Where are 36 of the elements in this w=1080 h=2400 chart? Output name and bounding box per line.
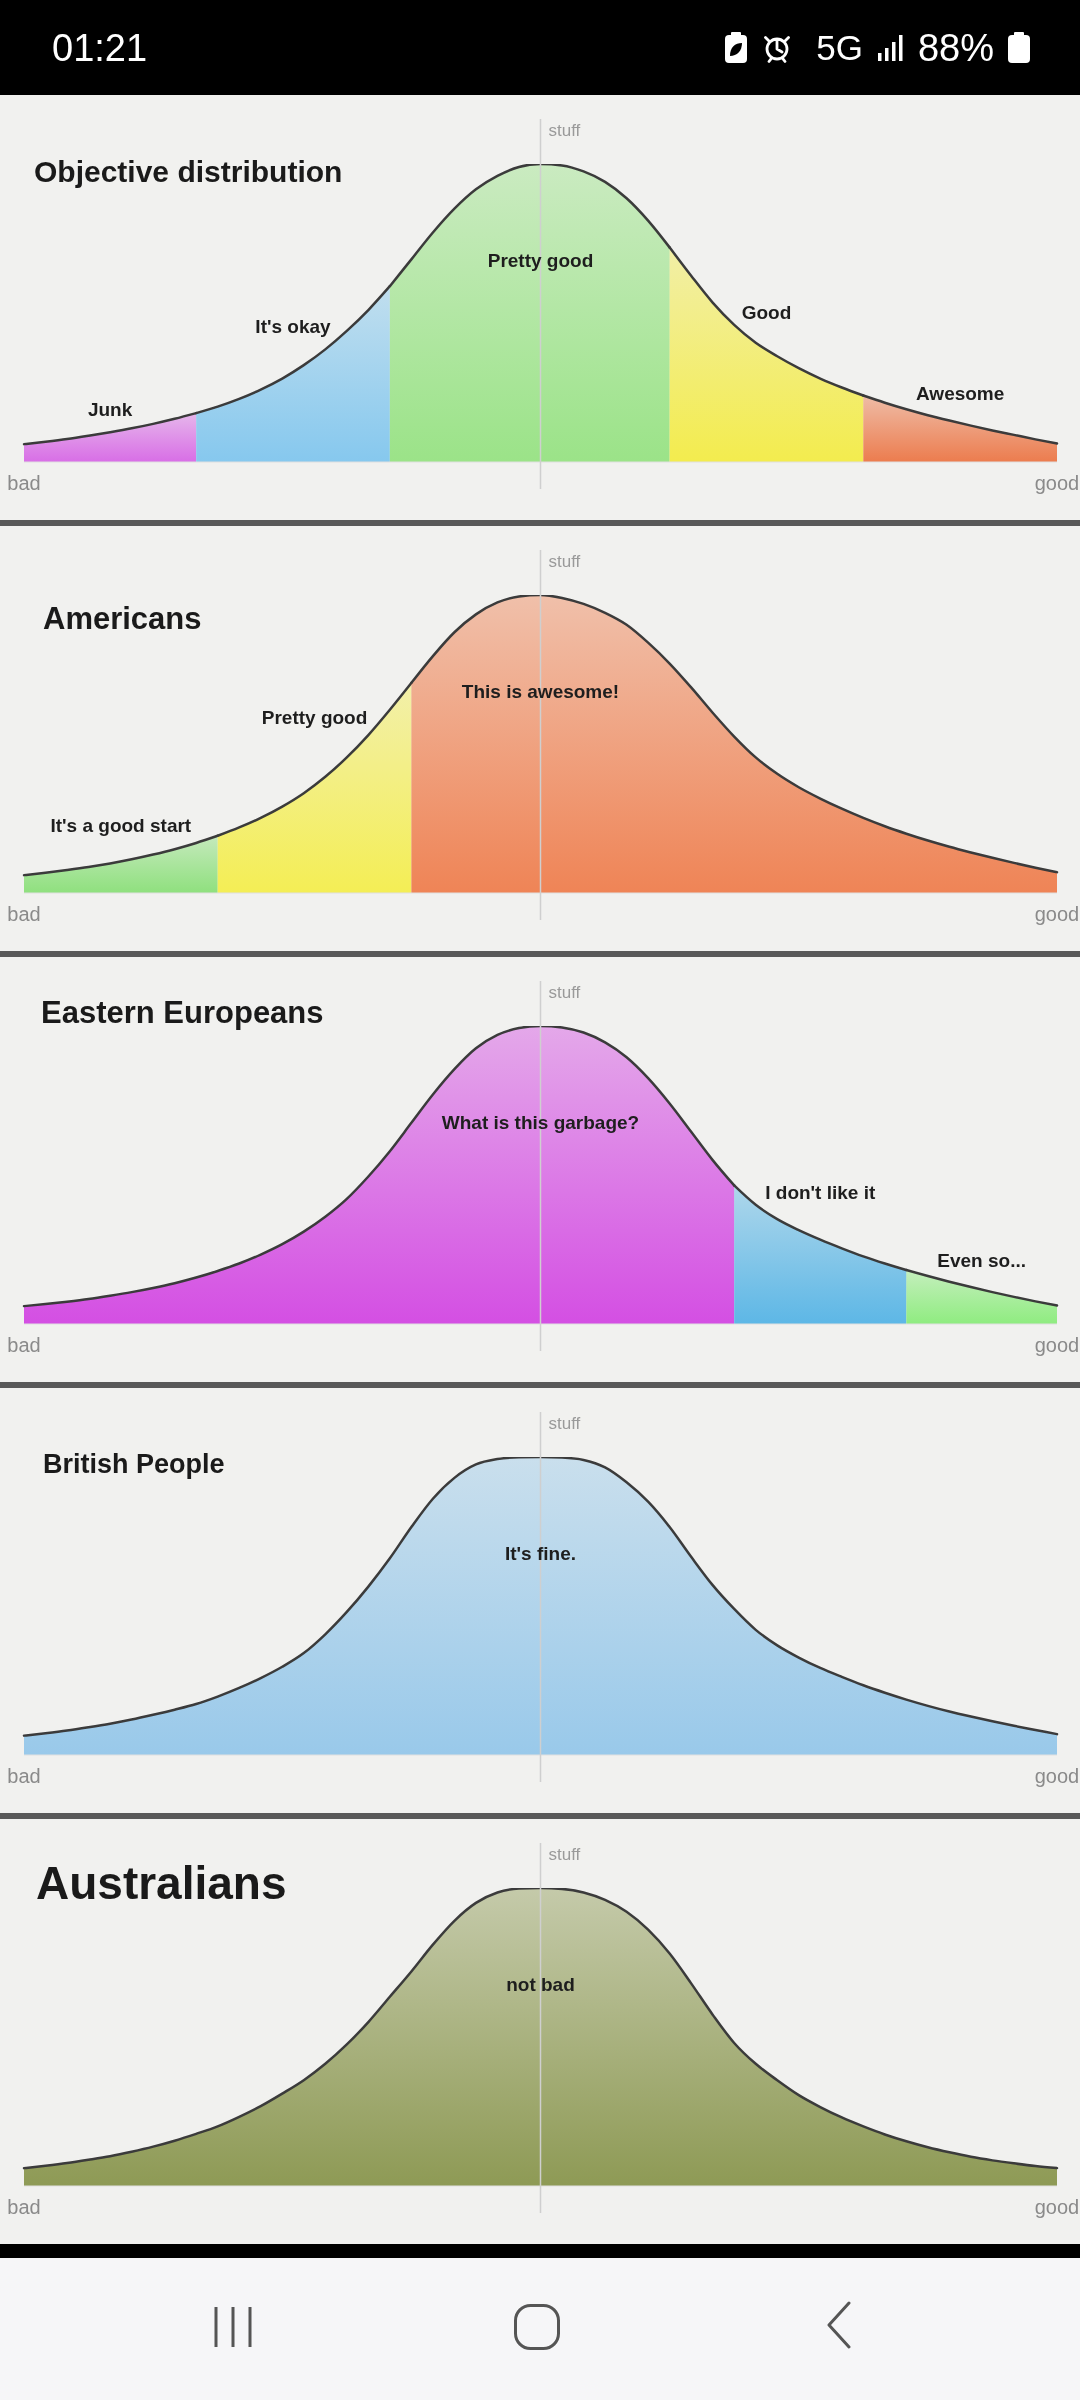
- series-label: It's a good start: [50, 815, 192, 837]
- y-axis-title: stuff: [548, 552, 581, 571]
- chart-title: British People: [43, 1449, 225, 1479]
- chart-title: Australians: [36, 1857, 287, 1909]
- x-tick-label: bad: [7, 1334, 41, 1356]
- text: 5G: [816, 28, 863, 67]
- series-label: I don't like it: [765, 1182, 876, 1204]
- x-tick-label: good: [1034, 1334, 1080, 1356]
- chart-title: Objective distribution: [34, 155, 343, 188]
- y-axis-title: stuff: [548, 1414, 581, 1433]
- y-axis-title: stuff: [548, 121, 581, 140]
- chart-title: Eastern Europeans: [41, 995, 324, 1030]
- series-label: It's okay: [255, 315, 332, 337]
- series-label: Even so...: [937, 1249, 1027, 1271]
- x-tick-label: good: [1034, 1765, 1080, 1787]
- x-tick-label: good: [1034, 903, 1080, 925]
- text: 88%: [917, 26, 994, 69]
- series-label: Awesome: [915, 382, 1005, 404]
- x-tick-label: good: [1034, 2196, 1080, 2218]
- x-tick-label: bad: [7, 1765, 41, 1787]
- y-axis-title: stuff: [548, 1845, 581, 1864]
- series-label: Pretty good: [487, 250, 594, 272]
- series-label: It's fine.: [504, 1543, 577, 1565]
- x-tick-label: good: [1034, 472, 1080, 494]
- series-label: Pretty good: [261, 707, 368, 729]
- text: 01:21: [52, 27, 148, 69]
- series-label: What is this garbage?: [441, 1112, 640, 1134]
- x-tick-label: bad: [7, 472, 41, 494]
- series-label: Good: [741, 302, 792, 324]
- series-label: not bad: [506, 1974, 575, 1996]
- x-tick-label: bad: [7, 2196, 41, 2218]
- x-tick-label: bad: [7, 903, 41, 925]
- series-label: Junk: [87, 399, 133, 421]
- series-label: This is awesome!: [461, 681, 620, 703]
- chart-title: Americans: [43, 601, 202, 636]
- y-axis-title: stuff: [548, 983, 581, 1002]
